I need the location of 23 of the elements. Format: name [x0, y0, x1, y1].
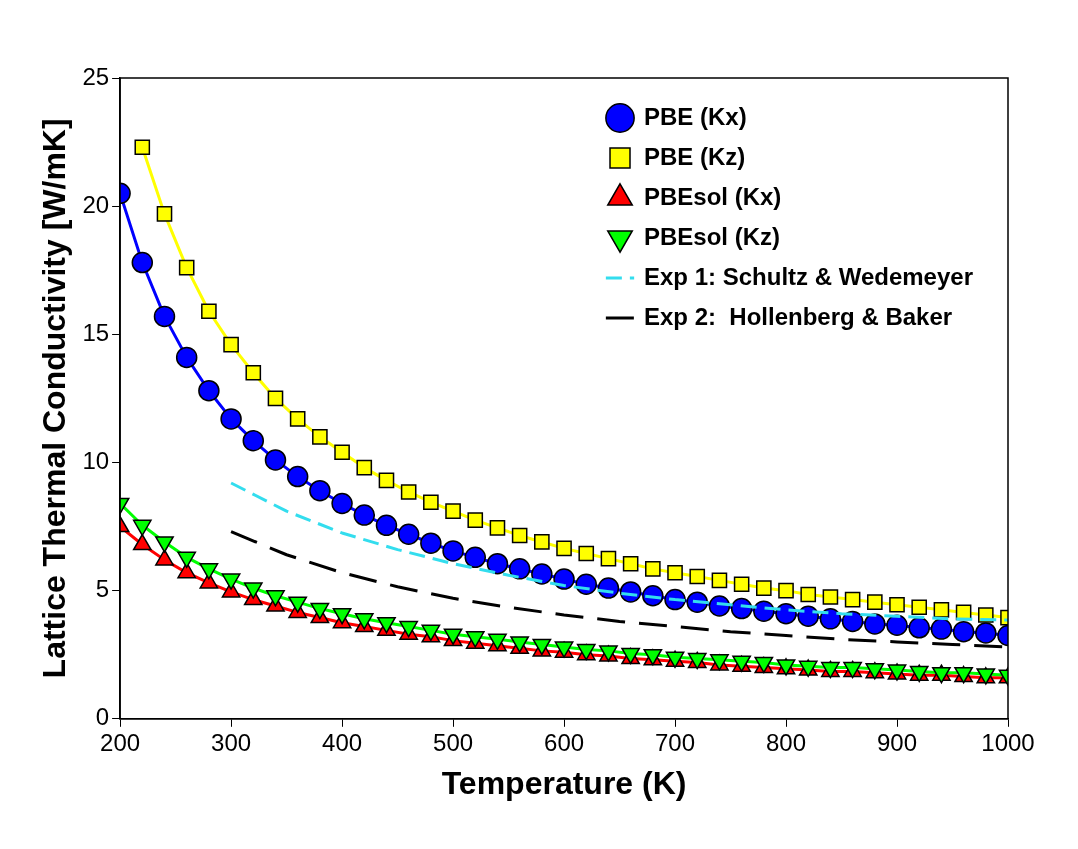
legend-label: PBE (Kx) [644, 102, 747, 130]
y-axis-title: Lattice Thermal Conductivity [W/mK] [36, 118, 73, 679]
x-axis-title: Temperature (K) [441, 764, 687, 801]
y-tick-label: 25 [82, 62, 110, 90]
y-tick-label: 5 [95, 575, 110, 603]
x-tick-label: 900 [876, 728, 918, 756]
y-tick-label: 15 [82, 318, 110, 346]
legend-label: Exp 2: Hollenberg & Baker [644, 302, 953, 330]
legend-label: PBEsol (Kx) [644, 182, 782, 210]
x-tick-label: 300 [211, 728, 252, 756]
x-tick-label: 800 [766, 728, 807, 756]
x-tick-label: 600 [544, 728, 585, 756]
legend-label: Exp 1: Schultz & Wedemeyer [644, 262, 974, 290]
y-tick-label: 20 [82, 190, 110, 218]
y-tick-label: 0 [95, 703, 110, 731]
x-tick-label: 500 [433, 728, 474, 756]
x-tick-label: 1000 [981, 728, 1035, 756]
legend-label: PBE (Kz) [644, 142, 746, 170]
legend-label: PBEsol (Kz) [644, 222, 781, 250]
x-tick-label: 200 [100, 728, 141, 756]
y-tick-label: 10 [82, 447, 110, 475]
x-tick-label: 700 [655, 728, 696, 756]
x-tick-label: 400 [322, 728, 363, 756]
